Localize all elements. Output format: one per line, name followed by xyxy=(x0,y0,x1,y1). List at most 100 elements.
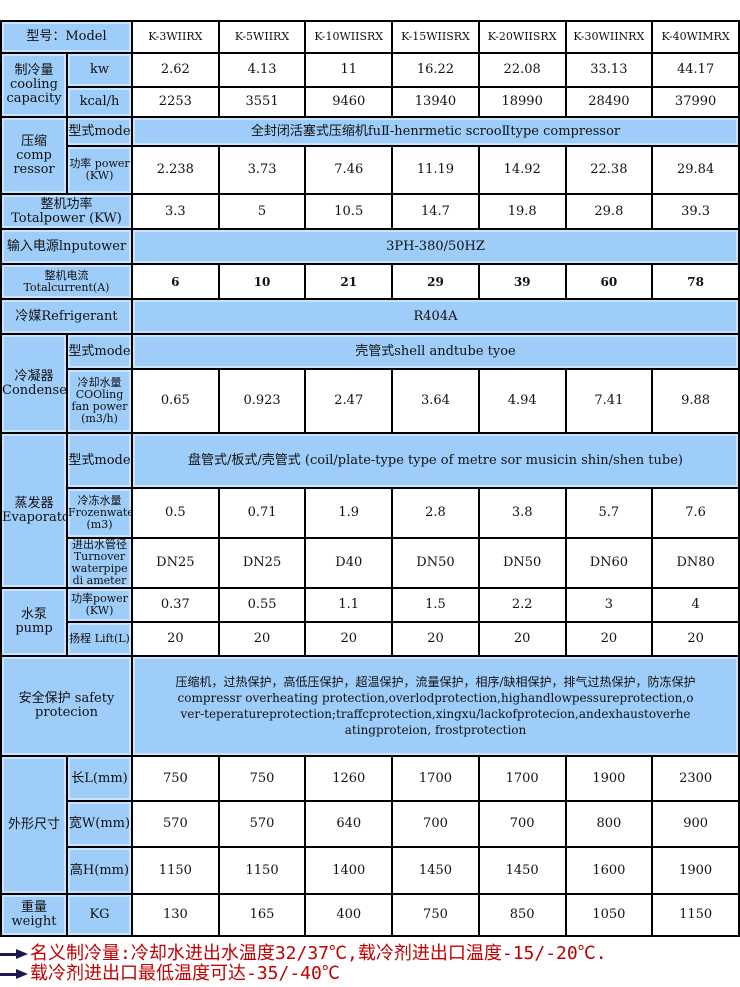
value-cell: 1900 xyxy=(651,846,740,895)
value-cell: 0.65 xyxy=(131,368,220,434)
unit-label: 功率 power (KW) xyxy=(66,145,133,195)
value-cell: 20 xyxy=(131,621,220,657)
value-cell: 7.46 xyxy=(304,145,394,195)
value-cell: 5 xyxy=(217,193,307,230)
value-cell: 3.3 xyxy=(131,193,220,230)
safety-value: 压缩机，过热保护，高低压保护，超温保护，流量保护，相序/缺相保护，排气过热保护，… xyxy=(131,655,740,757)
value-cell: 13940 xyxy=(391,86,480,118)
model-name: K-20WIISRX xyxy=(477,20,567,54)
value-cell: 2253 xyxy=(131,86,220,118)
value-cell: 20 xyxy=(304,621,394,657)
value-cell: 7.6 xyxy=(651,487,740,539)
table-row: kcal/h 2253 3551 9460 13940 18990 28490 37990 xyxy=(1,86,740,118)
pump-label: 水泵 pump xyxy=(0,587,68,657)
value-cell: 750 xyxy=(217,755,307,802)
unit-label: 型式mode xyxy=(66,116,133,147)
refrigerant-label: 冷媒Refrigerant xyxy=(0,298,133,335)
table-row: 宽W(mm) 570 570 640 700 700 800 900 xyxy=(1,800,740,848)
table-row: 制冷量 cooling capacity kw 2.62 4.13 11 16.22 22.… xyxy=(0,52,740,118)
value-cell: 165 xyxy=(217,893,307,937)
value-cell: 1450 xyxy=(477,846,567,895)
condenser-label: 冷凝器 Condenser xyxy=(0,333,68,434)
value-cell: 3.8 xyxy=(477,487,567,539)
unit-label: KG xyxy=(66,893,133,937)
value-cell: 1450 xyxy=(391,846,480,895)
merged-value: 盘管式/板式/壳管式 (coil/plate-type type of metr… xyxy=(131,432,740,489)
value-cell: 16.22 xyxy=(391,52,480,88)
value-cell: 20 xyxy=(651,621,740,657)
value-cell: 0.71 xyxy=(217,487,307,539)
model-name: K-10WIISRX xyxy=(304,20,394,54)
value-cell: 570 xyxy=(131,800,220,848)
table-row: 蒸发器 Evaporator型式mode盘管式/板式/壳管式 (coil/pla… xyxy=(0,432,740,589)
value-cell: 750 xyxy=(131,755,220,802)
value-cell: 28490 xyxy=(564,86,654,118)
arrow-right-icon xyxy=(0,949,28,959)
value-cell: 1400 xyxy=(304,846,394,895)
value-cell: 3 xyxy=(564,587,654,623)
value-cell: DN60 xyxy=(564,537,654,589)
merged-value: 壳管式shell andtube tyoe xyxy=(131,333,740,370)
table-row: 安全保护 safety protecion 压缩机，过热保护，高低压保护，超温保护… xyxy=(0,655,740,757)
value-cell: 2.8 xyxy=(391,487,480,539)
value-cell: 5.7 xyxy=(564,487,654,539)
value-cell: 1150 xyxy=(217,846,307,895)
value-cell: 4 xyxy=(651,587,740,623)
value-cell: DN50 xyxy=(391,537,480,589)
value-cell: 37990 xyxy=(651,86,740,118)
value-cell: 1.1 xyxy=(304,587,394,623)
value-cell: 0.55 xyxy=(217,587,307,623)
unit-label: 冷却水量 COOling fan power (m3/h) xyxy=(66,368,133,434)
unit-label: 长L(mm) xyxy=(66,755,133,802)
input-power-label: 输入电源lnputower xyxy=(0,228,133,265)
value-cell: 1900 xyxy=(564,755,654,802)
value-cell: 33.13 xyxy=(564,52,654,88)
table-row: 输入电源lnputower 3PH-380/50HZ xyxy=(0,228,740,265)
model-name: K-5WIIRX xyxy=(217,20,307,54)
value-cell: 29.84 xyxy=(651,145,740,195)
value-cell: 1260 xyxy=(304,755,394,802)
table-row: 水泵 pump 功率power (KW) 0.37 0.55 1.1 1.5 2.2 3 4 xyxy=(0,587,740,657)
value-cell: 4.94 xyxy=(477,368,567,434)
value-cell: 11.19 xyxy=(391,145,480,195)
model-label: 型号：Model xyxy=(0,20,133,54)
value-cell: 1.5 xyxy=(391,587,480,623)
table-row: 冷凝器 Condenser 型式mode 壳管式shell andtube tyoe xyxy=(0,333,740,434)
model-name: K-3WIIRX xyxy=(131,20,220,54)
value-cell: 2300 xyxy=(651,755,740,802)
value-cell: 7.41 xyxy=(564,368,654,434)
unit-label: 扬程 Lift(L) xyxy=(66,621,133,657)
value-cell: 20 xyxy=(217,621,307,657)
value-cell: 44.17 xyxy=(651,52,740,88)
value-cell: 22.38 xyxy=(564,145,654,195)
value-cell: 850 xyxy=(477,893,567,937)
table-row: 外形尺寸 长L(mm) 750 750 1260 1700 1700 1900 2300 xyxy=(0,755,740,895)
total-current-label: 整机电流Totalcurrent(A) xyxy=(0,263,133,300)
value-cell: 2.238 xyxy=(131,145,220,195)
value-cell: 29.8 xyxy=(564,193,654,230)
value-cell: 0.5 xyxy=(131,487,220,539)
merged-value: 全封闭活塞式压缩机fuⅡ-henrmetic scrooⅡtype compre… xyxy=(131,116,740,147)
value-cell: 1150 xyxy=(131,846,220,895)
weight-label: 重量 weight xyxy=(0,893,68,937)
value-cell: 39 xyxy=(477,263,567,300)
merged-value: R404A xyxy=(131,298,740,335)
model-name: K-30WIINRX xyxy=(564,20,654,54)
table-row: 型号：Model K-3WIIRX K-5WIIRX K-10WIISRX K-15WI… xyxy=(0,20,740,54)
table-row: 整机功率 Totalpower (KW) 3.3 5 10.5 14.7 19.8 29.8… xyxy=(0,193,740,230)
value-cell: 1.9 xyxy=(304,487,394,539)
value-cell: 14.92 xyxy=(477,145,567,195)
value-cell: 10.5 xyxy=(304,193,394,230)
value-cell: 1700 xyxy=(391,755,480,802)
model-name: K-15WIISRX xyxy=(391,20,480,54)
dimensions-label: 外形尺寸 xyxy=(0,755,68,895)
value-cell: 6 xyxy=(131,263,220,300)
cooling-label: 制冷量 cooling capacity xyxy=(0,52,68,118)
table-row: 重量 weight KG 130 165 400 750 850 1050 1150 xyxy=(0,893,740,937)
value-cell: 3551 xyxy=(217,86,307,118)
note-item: 名义制冷量:冷却水进出水温度32/37℃,载冷剂进出口温度-15/-20℃. xyxy=(0,944,740,964)
table-row: 功率 power (KW) 2.238 3.73 7.46 11.19 14.92 22.3… xyxy=(1,145,740,195)
merged-value: 3PH-380/50HZ xyxy=(131,228,740,265)
value-cell: 0.37 xyxy=(131,587,220,623)
value-cell: D40 xyxy=(304,537,394,589)
